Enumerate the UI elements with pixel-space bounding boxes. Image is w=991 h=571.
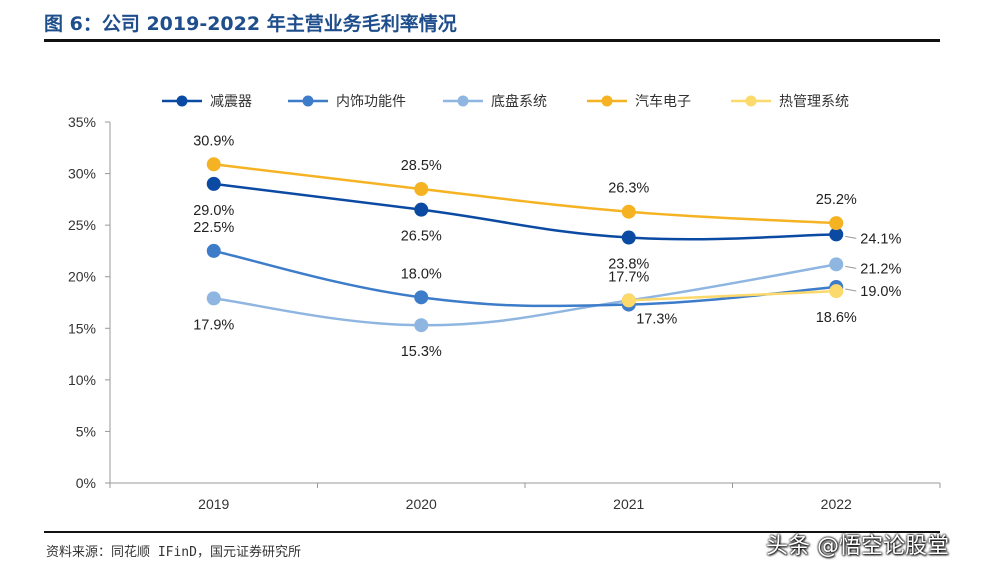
data-label: 17.9% (193, 317, 234, 333)
data-point (829, 284, 844, 299)
data-point (206, 176, 221, 191)
chart-data-labels: 29.0% 26.5% 23.8% 24.1% 22.5% 18.0% 17.3% 19.0%… (193, 133, 901, 360)
y-tick-label: 20% (68, 269, 96, 285)
data-label: 21.2% (860, 261, 901, 277)
legend-marker (302, 95, 314, 107)
data-label: 22.5% (193, 220, 234, 236)
data-point (621, 230, 636, 245)
series-line (213, 182, 837, 241)
data-label: 17.7% (608, 269, 649, 285)
data-label: 19.0% (860, 284, 901, 300)
series-line (213, 263, 837, 327)
data-label: 18.6% (816, 310, 857, 326)
series-line (213, 163, 837, 225)
data-label: 28.5% (401, 158, 442, 174)
data-point (621, 204, 636, 219)
y-tick-label: 25% (68, 217, 96, 233)
figure-title: 图 6：公司 2019-2022 年主营业务毛利率情况 (44, 13, 457, 35)
x-tick-label: 2020 (406, 496, 437, 512)
title-rule (44, 39, 940, 42)
data-point (206, 157, 221, 172)
series-line (628, 289, 837, 302)
y-tick-label: 30% (68, 166, 96, 182)
chart-series (206, 157, 844, 333)
y-tick-label: 15% (68, 320, 96, 336)
label-leader (845, 265, 857, 269)
data-label: 17.3% (636, 312, 677, 328)
legend-label: 汽车电子 (635, 93, 691, 110)
label-leader (845, 288, 857, 292)
legend-label: 内饰功能件 (336, 94, 406, 110)
chart-axes: 0% 5% 10% 15% 20% 25% 30% 35% 2019 2020 2021 2022 (68, 114, 941, 512)
label-leader (845, 235, 857, 239)
data-label: 26.3% (608, 181, 649, 197)
chart-legend: 减震器 内饰功能件 底盘系统 汽车电子 热管理系统 (162, 93, 849, 110)
data-label: 30.9% (193, 133, 234, 149)
data-point (414, 182, 429, 197)
series-line (213, 249, 837, 308)
y-tick-label: 5% (76, 423, 96, 439)
x-tick-label: 2019 (198, 496, 229, 512)
data-point (414, 290, 429, 305)
legend-marker (601, 95, 613, 107)
legend-label: 底盘系统 (491, 93, 547, 110)
data-point (829, 227, 844, 242)
legend-marker (176, 95, 188, 107)
data-point (206, 291, 221, 306)
watermark-text: 头条 @悟空论股堂 (766, 534, 949, 559)
y-tick-label: 10% (68, 372, 96, 388)
data-point (414, 318, 429, 333)
legend-label: 减震器 (210, 94, 252, 110)
data-point (206, 243, 221, 258)
data-point (621, 293, 636, 308)
data-label: 24.1% (860, 231, 901, 247)
legend-marker (745, 95, 757, 107)
legend-label: 热管理系统 (779, 94, 849, 110)
data-label: 23.8% (608, 257, 649, 273)
x-tick-label: 2022 (821, 496, 852, 512)
source-note: 资料来源：同花顺 IFinD，国元证券研究所 (46, 545, 301, 560)
data-label: 29.0% (193, 203, 234, 219)
data-point (829, 257, 844, 272)
data-label: 26.5% (401, 229, 442, 245)
y-tick-label: 0% (76, 475, 96, 491)
legend-marker (457, 95, 469, 107)
data-point (414, 202, 429, 217)
y-tick-label: 35% (68, 114, 96, 130)
data-label: 18.0% (401, 266, 442, 282)
data-label: 15.3% (401, 344, 442, 360)
data-point (829, 216, 844, 231)
bottom-rule (44, 531, 940, 533)
x-tick-label: 2021 (613, 496, 644, 512)
data-label: 25.2% (816, 192, 857, 208)
